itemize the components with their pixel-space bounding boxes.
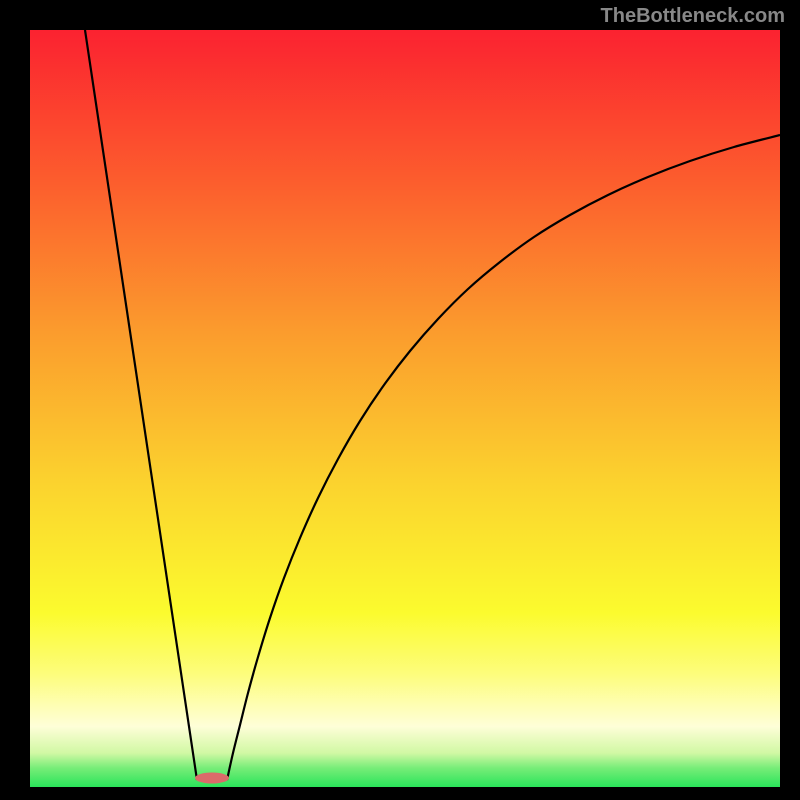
right-ascending-curve (227, 135, 780, 780)
chart-container: TheBottleneck.com (0, 0, 800, 800)
watermark-text: TheBottleneck.com (601, 5, 785, 28)
plot-area (30, 30, 780, 787)
curve-overlay (30, 30, 780, 787)
bottom-marker (195, 773, 229, 784)
left-descending-line (85, 30, 197, 780)
